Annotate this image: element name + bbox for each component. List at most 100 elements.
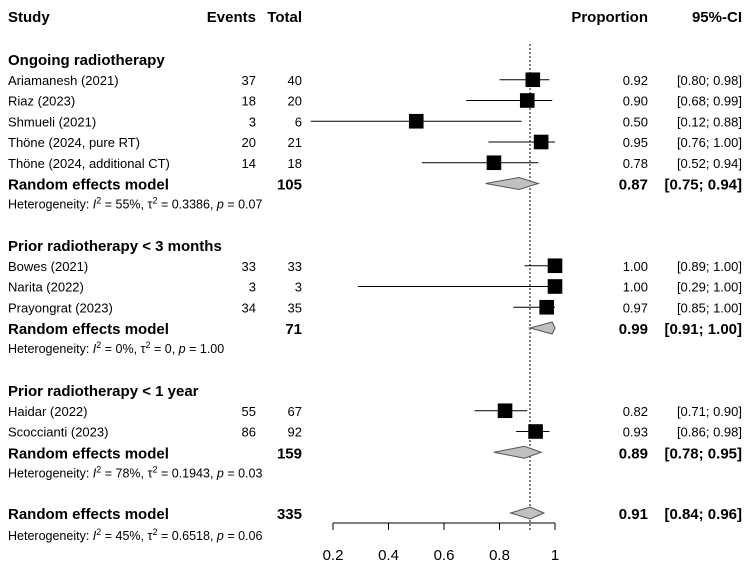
overall-proportion: 0.91 bbox=[619, 506, 648, 523]
random-effects-total: 71 bbox=[285, 321, 302, 338]
study-name: Shmueli (2021) bbox=[8, 114, 96, 129]
header-proportion: Proportion bbox=[571, 9, 648, 26]
overall-total: 335 bbox=[277, 506, 302, 523]
p-value: = 0.03 bbox=[224, 466, 263, 480]
study-proportion: 0.50 bbox=[623, 114, 648, 129]
table-header: Study Events Total Proportion 95%-CI bbox=[8, 9, 742, 26]
tau2-symbol: τ bbox=[141, 342, 146, 356]
study-name: Thöne (2024, additional CT) bbox=[8, 156, 170, 171]
study-total: 20 bbox=[288, 94, 302, 109]
study-proportion: 0.97 bbox=[623, 300, 648, 315]
tau2-superscript: 2 bbox=[146, 340, 151, 350]
heterogeneity-text: Heterogeneity: I2 = 45%, τ2 = 0.6518, p … bbox=[8, 527, 262, 543]
study-square bbox=[528, 424, 543, 439]
i2-superscript: 2 bbox=[96, 527, 101, 537]
study-total: 6 bbox=[295, 114, 302, 129]
study-square bbox=[408, 113, 424, 129]
x-tick-label: 0.6 bbox=[434, 547, 455, 564]
study-proportion: 0.78 bbox=[623, 156, 648, 171]
study-events: 20 bbox=[242, 135, 256, 150]
overall-ci: [0.84; 0.96] bbox=[664, 506, 742, 523]
study-events: 55 bbox=[242, 404, 256, 419]
study-events: 18 bbox=[242, 94, 256, 109]
i2-symbol: I bbox=[93, 466, 97, 480]
x-tick-label: 0.8 bbox=[489, 547, 510, 564]
study-events: 37 bbox=[242, 73, 256, 88]
p-value: = 1.00 bbox=[186, 342, 225, 356]
pooled-diamond bbox=[528, 321, 556, 335]
x-tick-label: 1 bbox=[551, 547, 559, 564]
forest-rows: Ongoing radiotherapy Ariamanesh (2021) 37 4… bbox=[8, 52, 742, 543]
study-proportion: 0.95 bbox=[623, 135, 648, 150]
pooled-diamond bbox=[485, 176, 541, 191]
p-symbol: p bbox=[216, 466, 224, 480]
tau2-value: = 0.6518, bbox=[157, 529, 216, 543]
i2-symbol: I bbox=[93, 198, 97, 212]
tau2-value: = 0.1943, bbox=[157, 466, 216, 480]
study-ci: [0.76; 1.00] bbox=[677, 135, 742, 150]
p-value: = 0.07 bbox=[224, 198, 263, 212]
study-total: 3 bbox=[295, 280, 302, 295]
heterogeneity-label: Heterogeneity: bbox=[8, 198, 93, 212]
heterogeneity-text: Heterogeneity: I2 = 78%, τ2 = 0.1943, p … bbox=[8, 464, 262, 480]
p-symbol: p bbox=[216, 529, 224, 543]
x-tick-label: 0.2 bbox=[323, 547, 344, 564]
heterogeneity-label: Heterogeneity: bbox=[8, 529, 93, 543]
header-ci: 95%-CI bbox=[692, 9, 742, 26]
study-total: 18 bbox=[288, 156, 302, 171]
i2-value: = 78%, bbox=[101, 466, 147, 480]
pooled-diamond bbox=[508, 506, 546, 520]
header-total: Total bbox=[267, 9, 302, 26]
heterogeneity-text: Heterogeneity: I2 = 55%, τ2 = 0.3386, p … bbox=[8, 196, 262, 212]
study-square bbox=[525, 72, 541, 88]
tau2-symbol: τ bbox=[148, 529, 153, 543]
p-symbol: p bbox=[216, 198, 224, 212]
i2-symbol: I bbox=[93, 342, 97, 356]
study-ci: [0.52; 0.94] bbox=[677, 156, 742, 171]
tau2-symbol: τ bbox=[148, 466, 153, 480]
study-square bbox=[497, 403, 513, 419]
random-effects-proportion: 0.89 bbox=[619, 445, 648, 462]
study-square bbox=[486, 155, 502, 171]
heterogeneity-text: Heterogeneity: I2 = 0%, τ2 = 0, p = 1.00 bbox=[8, 340, 224, 356]
tau2-value: = 0, bbox=[151, 342, 179, 356]
random-effects-total: 105 bbox=[277, 177, 302, 194]
study-ci: [0.80; 0.98] bbox=[677, 73, 742, 88]
study-proportion: 1.00 bbox=[623, 259, 648, 274]
random-effects-label: Random effects model bbox=[8, 177, 169, 194]
random-effects-proportion: 0.99 bbox=[619, 321, 648, 338]
i2-value: = 0%, bbox=[101, 342, 140, 356]
study-ci: [0.68; 0.99] bbox=[677, 94, 742, 109]
study-events: 3 bbox=[249, 280, 256, 295]
study-proportion: 0.92 bbox=[623, 73, 648, 88]
p-symbol: p bbox=[178, 342, 186, 356]
subgroup-title: Prior radiotherapy < 1 year bbox=[8, 383, 199, 400]
study-total: 67 bbox=[288, 404, 302, 419]
study-proportion: 0.82 bbox=[623, 404, 648, 419]
study-name: Haidar (2022) bbox=[8, 404, 88, 419]
subgroup-title: Prior radiotherapy < 3 months bbox=[8, 238, 222, 255]
study-square bbox=[539, 299, 554, 315]
i2-value: = 45%, bbox=[101, 529, 147, 543]
random-effects-ci: [0.91; 1.00] bbox=[664, 321, 742, 338]
study-square bbox=[547, 258, 563, 274]
tau2-symbol: τ bbox=[148, 198, 153, 212]
x-tick-label: 0.4 bbox=[378, 547, 399, 564]
study-events: 14 bbox=[242, 156, 256, 171]
i2-symbol: I bbox=[93, 529, 97, 543]
i2-superscript: 2 bbox=[96, 196, 101, 206]
random-effects-ci: [0.75; 0.94] bbox=[664, 177, 742, 194]
random-effects-label: Random effects model bbox=[8, 321, 169, 338]
study-ci: [0.71; 0.90] bbox=[677, 404, 742, 419]
study-events: 34 bbox=[242, 300, 256, 315]
random-effects-label: Random effects model bbox=[8, 445, 169, 462]
study-total: 35 bbox=[288, 300, 302, 315]
study-name: Bowes (2021) bbox=[8, 259, 88, 274]
study-square bbox=[533, 134, 549, 150]
study-name: Scoccianti (2023) bbox=[8, 425, 108, 440]
study-ci: [0.29; 1.00] bbox=[677, 280, 742, 295]
study-events: 3 bbox=[249, 114, 256, 129]
i2-value: = 55%, bbox=[101, 198, 147, 212]
study-ci: [0.12; 0.88] bbox=[677, 114, 742, 129]
study-events: 33 bbox=[242, 259, 256, 274]
